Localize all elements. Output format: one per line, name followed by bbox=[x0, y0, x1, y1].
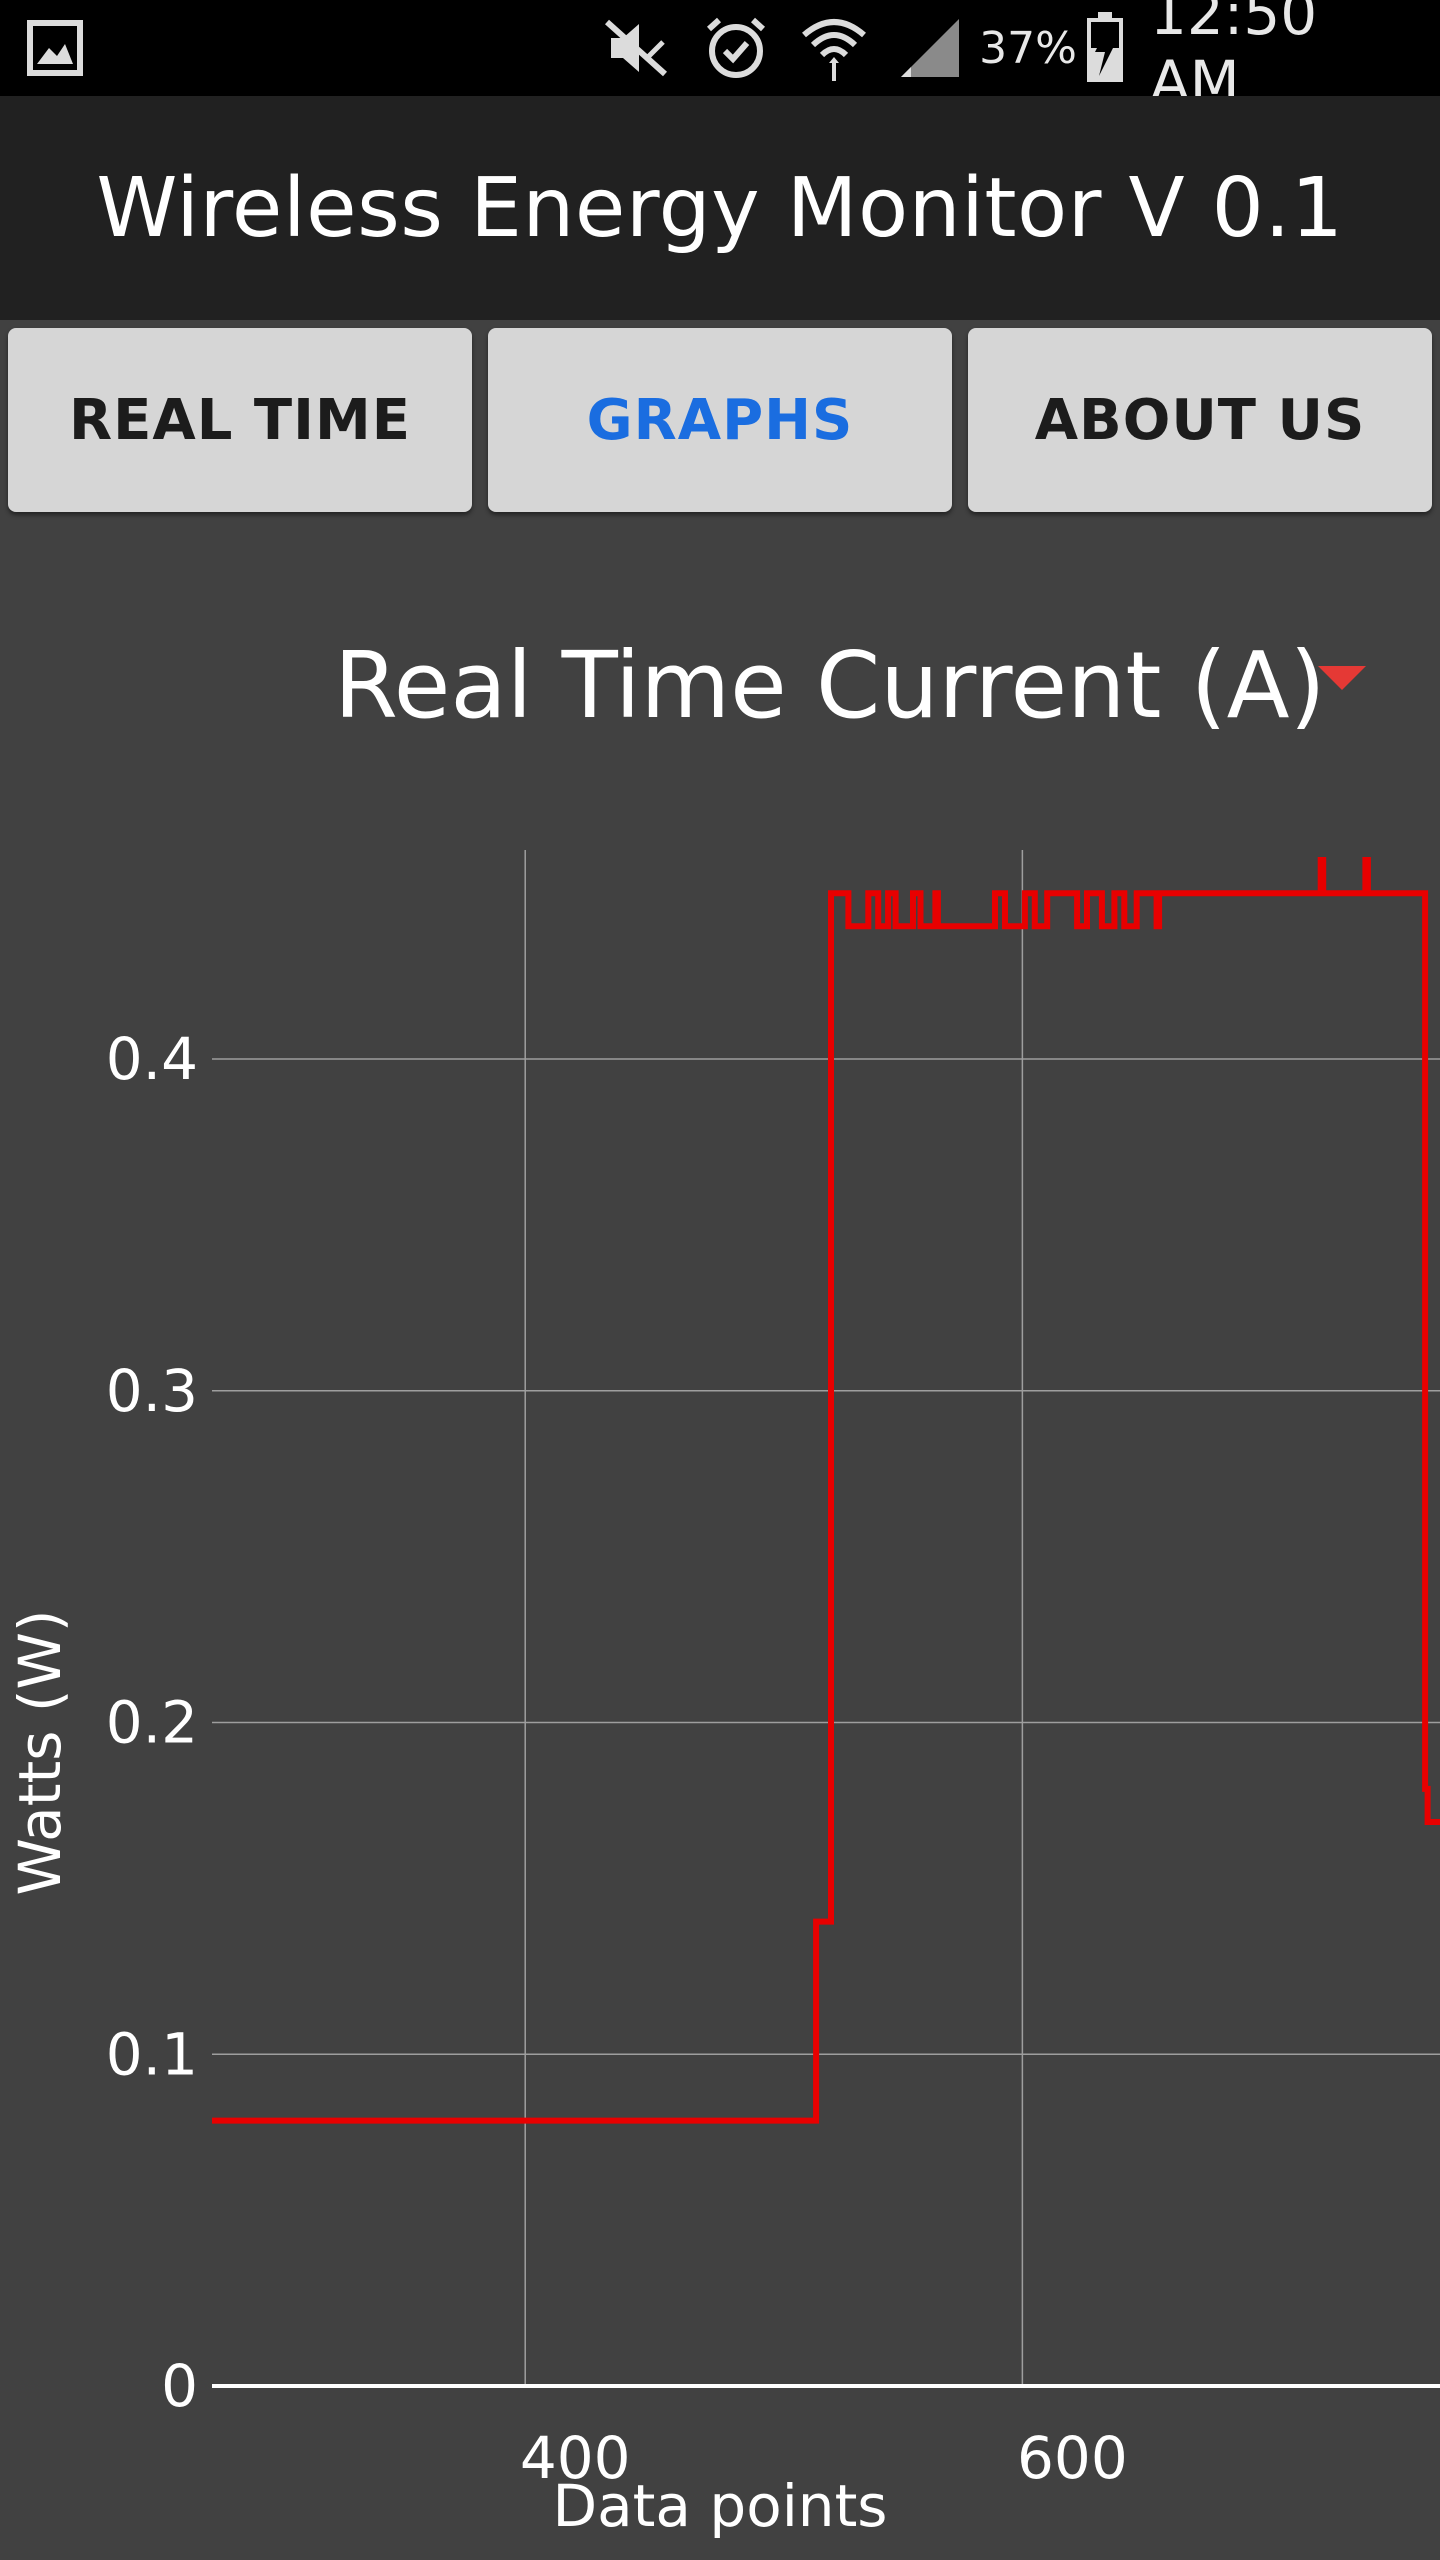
y-tick-label: 0.2 bbox=[106, 1689, 198, 1757]
axis-labels: 0 0.1 0.2 0.3 0.4 400 600 Data points Watts (W) bbox=[6, 1025, 1128, 2540]
spinner-selected-value: Real Time Current (A) bbox=[334, 631, 1326, 739]
tab-bar: REAL TIME GRAPHS ABOUT US bbox=[0, 320, 1440, 520]
graph-type-spinner[interactable]: Real Time Current (A) bbox=[0, 600, 1440, 770]
signal-icon bbox=[892, 0, 968, 96]
current-line-chart: 0 0.1 0.2 0.3 0.4 400 600 Data points Watts (W) bbox=[6, 850, 1440, 2540]
series-line bbox=[212, 857, 1440, 2124]
x-tick-label: 400 bbox=[520, 2424, 631, 2492]
tab-real-time[interactable]: REAL TIME bbox=[8, 328, 472, 512]
y-tick-label: 0.3 bbox=[106, 1357, 198, 1425]
y-tick-label: 0 bbox=[161, 2352, 198, 2420]
tab-graphs[interactable]: GRAPHS bbox=[488, 328, 952, 512]
x-tick-label: 600 bbox=[1017, 2424, 1128, 2492]
wifi-icon bbox=[796, 0, 872, 96]
y-tick-label: 0.1 bbox=[106, 2020, 198, 2088]
mute-icon bbox=[598, 0, 674, 96]
status-time: 12:50 AM bbox=[1150, 0, 1318, 116]
battery-charging-icon bbox=[1080, 0, 1130, 96]
battery-percent: 37% bbox=[979, 22, 1077, 74]
gallery-icon bbox=[20, 0, 90, 96]
tab-about-us[interactable]: ABOUT US bbox=[968, 328, 1432, 512]
y-tick-label: 0.4 bbox=[106, 1025, 198, 1093]
app-title: Wireless Energy Monitor V 0.1 bbox=[96, 160, 1344, 256]
status-bar: 37% 12:50 AM bbox=[0, 0, 1440, 116]
y-axis-title: Watts (W) bbox=[6, 1610, 74, 1896]
series-layer bbox=[212, 857, 1440, 2124]
action-bar: Wireless Energy Monitor V 0.1 bbox=[0, 96, 1440, 320]
grid-lines bbox=[212, 850, 1440, 2386]
x-axis-title: Data points bbox=[552, 2472, 887, 2540]
dropdown-arrow-icon[interactable] bbox=[1318, 666, 1366, 690]
alarm-icon bbox=[698, 0, 774, 96]
